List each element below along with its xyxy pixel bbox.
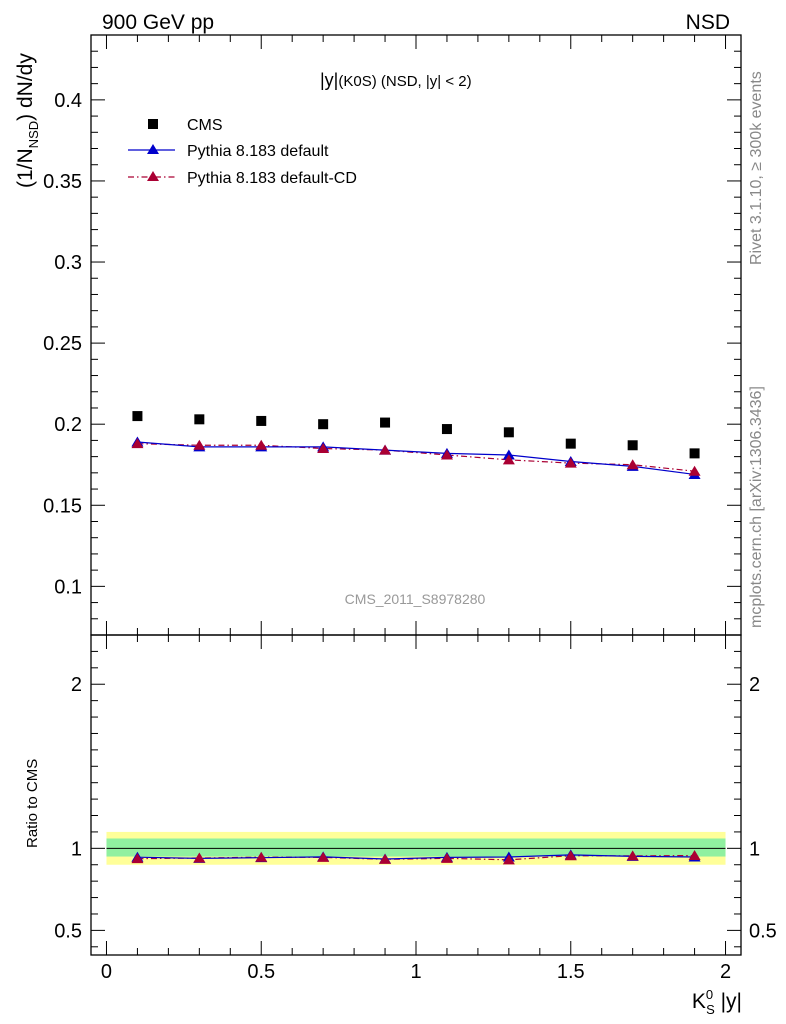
cms-point [132, 411, 143, 422]
legend-default-label: Pythia 8.183 default [187, 143, 329, 160]
cd-point [440, 449, 453, 460]
y-tick-label: 1 [71, 838, 82, 860]
x-axis-label-sub: S [706, 1002, 715, 1017]
ratio-panel: 0.5 0.51 12 2 0 0.5 1 1.5 2 Ratio to CMS K0 S |y… [24, 634, 777, 1017]
cd-point [131, 438, 144, 449]
x-tick-label: 1 [410, 961, 421, 983]
series-default-line [137, 441, 695, 476]
chart-title-sub: (K0S) [338, 73, 376, 90]
x-tick-label: 1.5 [557, 961, 585, 983]
y-axis-label-a: (1/N [14, 148, 37, 188]
ratio-cd-point [193, 852, 206, 863]
cd-point [193, 439, 206, 450]
legend-cms-marker [148, 119, 158, 129]
legend-cd-marker [147, 171, 159, 181]
x-tick-label: 0.5 [247, 961, 275, 983]
ratio-cd-point [317, 851, 330, 862]
cd-point [317, 443, 330, 454]
y-tick-label-right: 1 [749, 838, 760, 860]
x-axis-label-a: K [692, 990, 706, 1013]
y-tick-label: 2 [71, 674, 82, 696]
header-process-label: NSD [686, 11, 730, 34]
legend-default-marker [147, 144, 159, 154]
y-tick-label: 0.2 [54, 414, 82, 436]
ratio-cd-point [502, 854, 515, 865]
y-tick-label: 0.5 [54, 920, 82, 942]
y-tick-label: 0.15 [43, 495, 82, 517]
header-energy-label: 900 GeV pp [102, 11, 214, 34]
x-tick-label: 2 [720, 961, 731, 983]
x-axis-label-b: |y| [715, 990, 742, 1013]
ratio-cd-point [379, 853, 392, 864]
x-axis-label-sup: 0 [706, 987, 713, 1002]
ratio-frame [90, 634, 742, 956]
cms-point [194, 414, 205, 425]
cms-point [627, 440, 638, 451]
ratio-cd-point [255, 851, 268, 862]
y-tick-label-right: 2 [749, 674, 760, 696]
ratio-cd-point [626, 850, 639, 861]
legend-cd-label: Pythia 8.183 default-CD [187, 170, 357, 187]
cd-point [564, 457, 577, 468]
y-tick-label: 0.1 [54, 576, 82, 598]
cms-point [565, 438, 576, 449]
rivet-version-label: Rivet 3.1.10, ≥ 300k events [748, 71, 765, 265]
legend-cms-label: CMS [187, 117, 223, 134]
chart-title: |y|(K0S) (NSD, |y| < 2) [320, 70, 472, 90]
cd-point [255, 439, 268, 450]
y-axis-label-b: ) dN/dy [14, 53, 37, 121]
series-cd-line [137, 443, 695, 472]
chart-title-main: |y| [320, 70, 338, 90]
y-axis-label-sub: NSD [26, 121, 41, 148]
analysis-watermark: CMS_2011_S8978280 [345, 591, 486, 607]
x-tick-label: 0 [101, 961, 112, 983]
ratio-y-axis-label: Ratio to CMS [24, 759, 41, 848]
main-panel: 0.1 0.15 0.2 0.25 0.3 0.35 0.4 |y|(K0S) (NSD, … [14, 34, 742, 636]
cd-point [626, 459, 639, 470]
x-axis-label: K0 S |y| [692, 987, 742, 1017]
ratio-cd-point [688, 850, 701, 861]
chart-title-rest: (NSD, |y| < 2) [377, 73, 472, 90]
cms-point [380, 417, 391, 428]
cms-point [689, 448, 700, 459]
ratio-cd-point [131, 853, 144, 864]
ratio-cd-point [440, 852, 453, 863]
y-tick-label: 0.25 [43, 333, 82, 355]
y-tick-label: 0.3 [54, 252, 82, 274]
cms-point [503, 427, 514, 438]
cd-point [502, 454, 515, 465]
cms-point [441, 424, 452, 435]
y-tick-label: 0.4 [54, 90, 82, 112]
cd-point [688, 465, 701, 476]
y-tick-label-right: 0.5 [749, 920, 777, 942]
cms-point [256, 415, 267, 426]
ratio-cd-point [564, 850, 577, 861]
y-axis-label: (1/NNSD) dN/dy [14, 53, 41, 188]
y-tick-label: 0.35 [43, 171, 82, 193]
legend: CMS Pythia 8.183 default Pythia 8.183 de… [128, 117, 357, 187]
ratio-default-line [137, 854, 695, 860]
source-label: mcplots.cern.ch [arXiv:1306.3436] [748, 386, 765, 628]
cd-point [379, 444, 392, 455]
cms-point [318, 419, 329, 430]
